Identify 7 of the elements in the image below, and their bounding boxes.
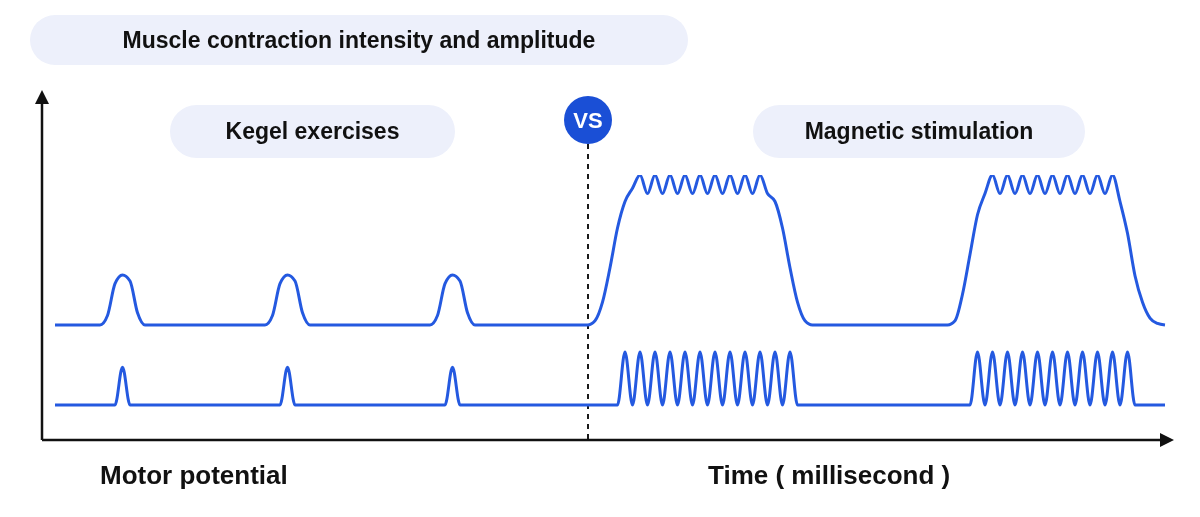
text: VS <box>573 107 603 133</box>
text: Kegel exercises <box>170 105 455 158</box>
text: Magnetic stimulation <box>753 105 1085 158</box>
text: Motor potential <box>100 460 288 491</box>
vs-divider: VS <box>562 94 614 444</box>
x-axis-title: Time ( millisecond ) <box>708 460 951 491</box>
chart-title: Muscle contraction intensity and amplitude <box>30 15 688 65</box>
